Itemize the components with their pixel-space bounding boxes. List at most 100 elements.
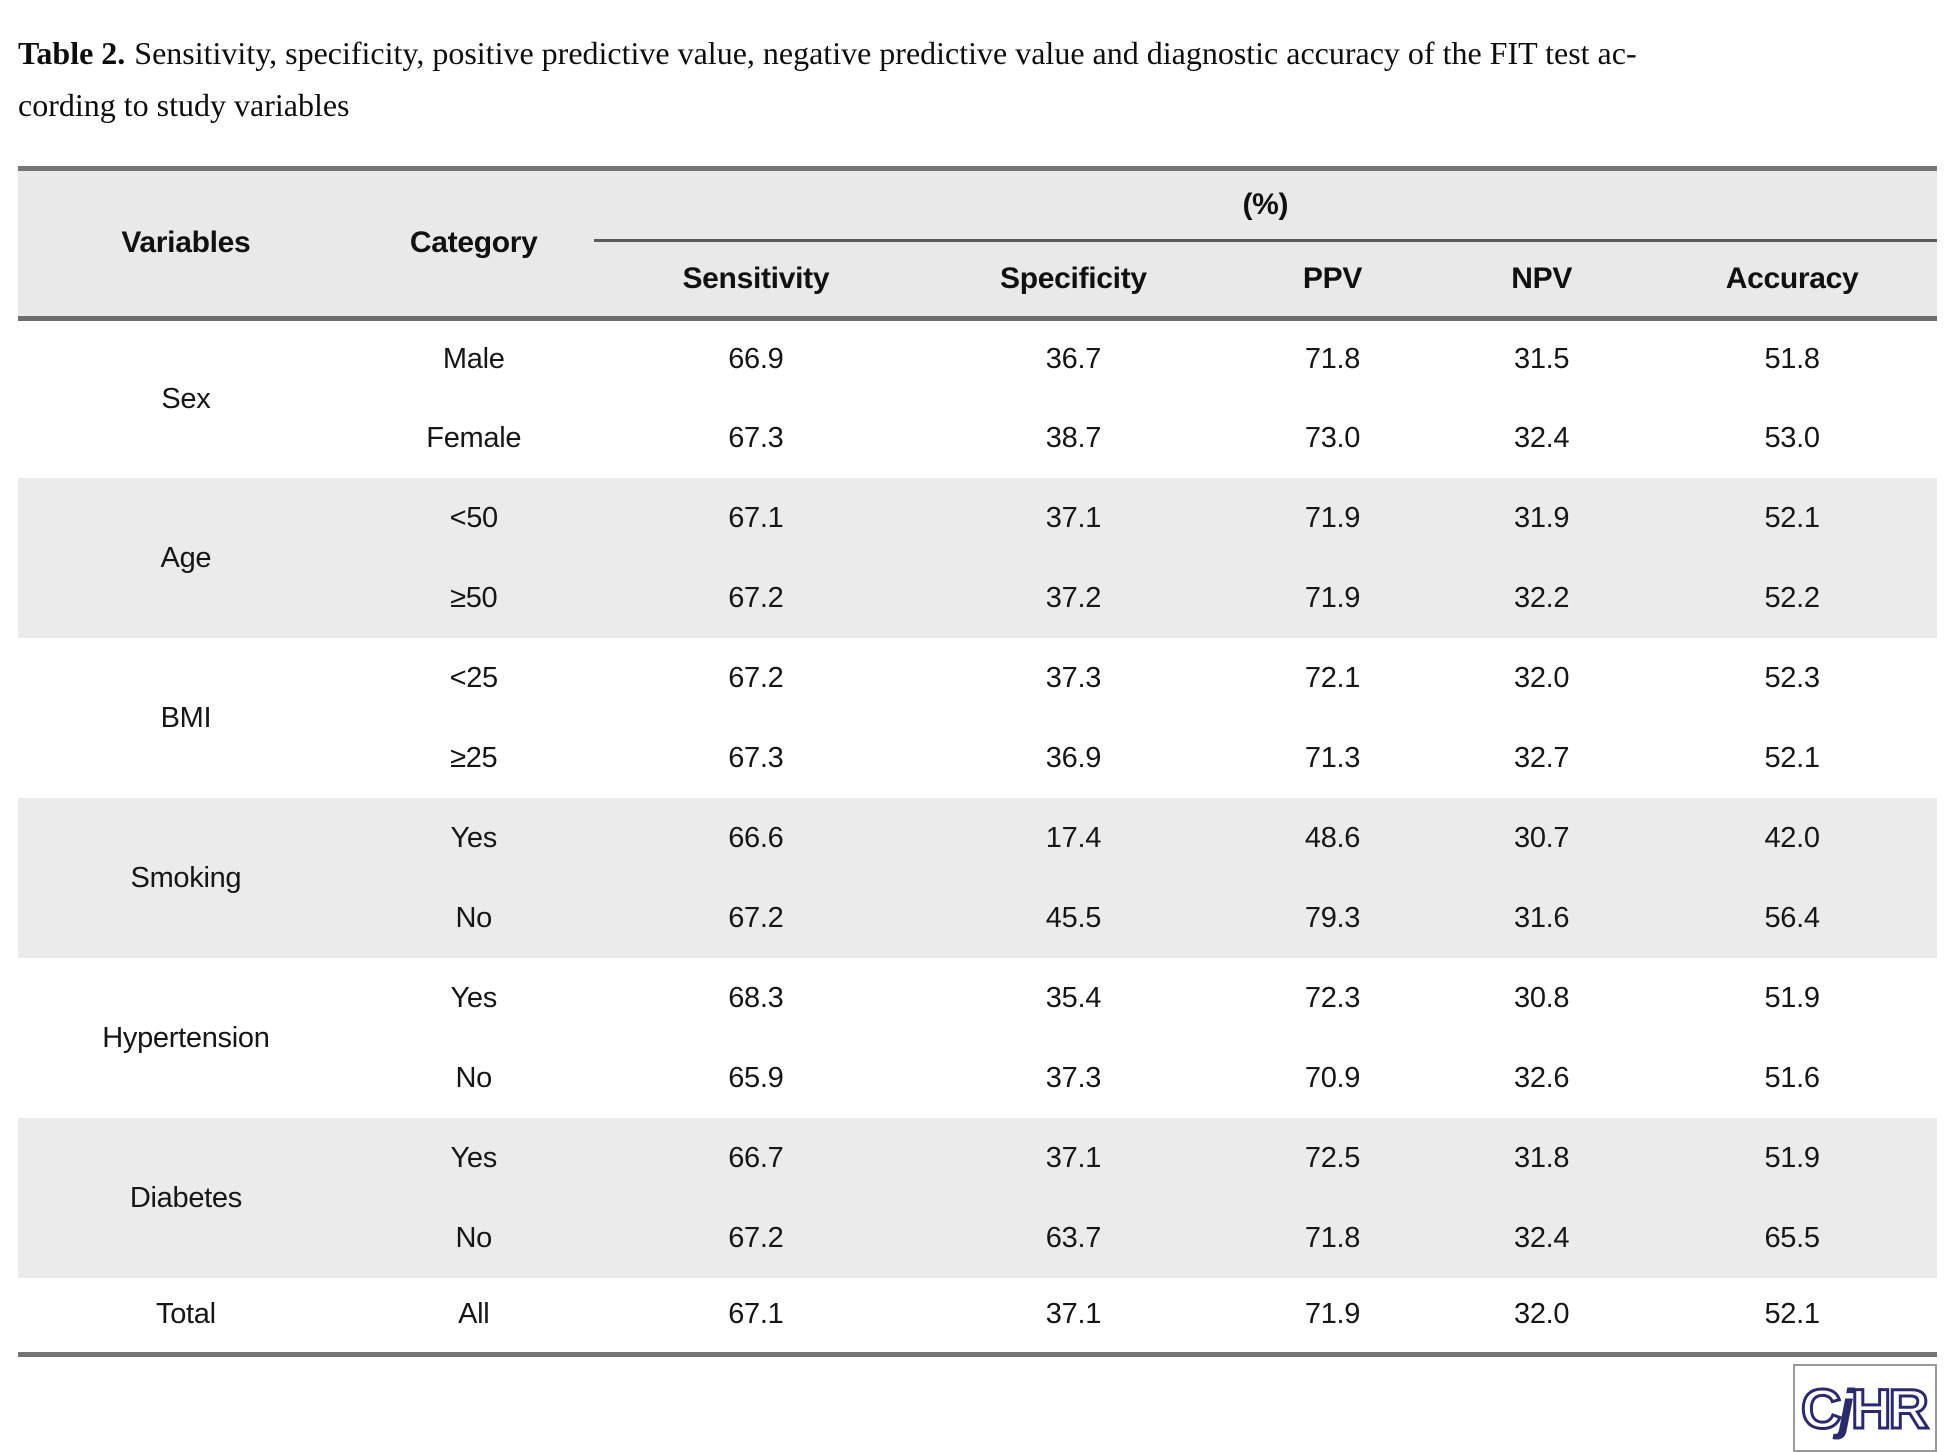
table-row: Sex Male 66.9 36.7 71.8 31.5 51.8 <box>18 318 1937 415</box>
value-cell: 67.2 <box>593 878 918 959</box>
value-cell: 35.4 <box>1045 981 1102 1014</box>
value-cell: 32.2 <box>1436 558 1648 639</box>
category-cell: No <box>455 1061 493 1094</box>
category-cell: Yes <box>353 798 594 879</box>
table-caption: Table 2. Sensitivity, specificity, positi… <box>18 28 1937 132</box>
journal-logo: CjHR <box>1793 1363 1937 1452</box>
value-cell: 72.1 <box>1304 661 1361 694</box>
value-cell: 32.0 <box>1514 1298 1570 1331</box>
caption-label: Table 2. <box>18 35 126 71</box>
table-row: BMI <25 67.2 37.3 72.1 32.0 52.3 <box>18 638 1937 734</box>
value-cell: 31.6 <box>1436 878 1648 959</box>
results-table: Variables Category (%) Sensitivity Speci… <box>18 165 1937 1357</box>
table-row: Hypertension Yes 68.3 35.4 72.3 30.8 51.… <box>18 958 1937 1054</box>
column-header-npv: NPV <box>1436 240 1648 321</box>
header-row-top: Variables Category (%) <box>18 168 1937 321</box>
table-row: ≥25 67.3 36.9 71.3 32.7 52.1 <box>18 718 1937 798</box>
svg-text:CjHR: CjHR <box>1801 1377 1928 1440</box>
value-cell: 37.1 <box>917 478 1229 559</box>
value-cell: 31.5 <box>1514 342 1570 375</box>
value-cell: 71.3 <box>1304 741 1361 774</box>
variable-cell: Smoking <box>18 798 354 959</box>
table-row: Age <50 67.1 37.1 71.9 31.9 52.1 <box>18 478 1937 639</box>
value-cell: 70.9 <box>1304 1061 1361 1094</box>
table-row: No 67.2 63.7 71.8 32.4 65.5 <box>18 1198 1937 1279</box>
column-header-specificity: Specificity <box>917 240 1229 321</box>
value-cell: 66.9 <box>728 342 784 375</box>
variable-cell: Sex <box>161 382 211 415</box>
table-header: Variables Category (%) Sensitivity Speci… <box>18 168 1937 321</box>
value-cell: 30.8 <box>1514 981 1570 1014</box>
value-cell: 37.2 <box>917 558 1229 639</box>
value-cell: 51.9 <box>1647 1118 1937 1199</box>
variable-cell: Total <box>156 1298 216 1331</box>
value-cell: 71.8 <box>1304 342 1361 375</box>
category-cell: No <box>353 878 594 959</box>
value-cell: 67.1 <box>728 1298 784 1331</box>
total-row: Total All 67.1 37.1 71.9 32.0 52.1 <box>18 1278 1937 1354</box>
value-cell: 42.0 <box>1647 798 1937 879</box>
table-row: No 67.2 45.5 79.3 31.6 56.4 <box>18 878 1937 959</box>
footer: CjHR <box>18 1363 1937 1452</box>
variable-cell: Age <box>18 478 354 639</box>
value-cell: 17.4 <box>917 798 1229 879</box>
value-cell: 65.9 <box>728 1061 784 1094</box>
table-row: No 65.9 37.3 70.9 32.6 51.6 <box>18 1038 1937 1118</box>
category-cell: Male <box>442 342 505 375</box>
value-cell: 72.5 <box>1228 1118 1437 1199</box>
value-cell: 63.7 <box>917 1198 1229 1279</box>
header-row-metrics: Sensitivity Specificity PPV NPV Accuracy <box>18 240 1937 321</box>
value-cell: 51.9 <box>1764 981 1820 1014</box>
category-cell: <50 <box>353 478 594 559</box>
variable-cell: BMI <box>160 701 212 734</box>
header-percent-group: (%) <box>593 168 1937 242</box>
column-header-sensitivity: Sensitivity <box>593 240 918 321</box>
value-cell: 67.3 <box>728 741 784 774</box>
value-cell: 67.2 <box>728 661 784 694</box>
caption-line1: Table 2. Sensitivity, specificity, positi… <box>18 35 1637 71</box>
value-cell: 52.1 <box>1764 741 1820 774</box>
category-cell: ≥50 <box>353 558 594 639</box>
value-cell: 30.7 <box>1436 798 1648 879</box>
value-cell: 32.7 <box>1514 741 1570 774</box>
value-cell: 79.3 <box>1228 878 1437 959</box>
value-cell: 72.3 <box>1304 981 1361 1014</box>
category-cell: Yes <box>450 981 498 1014</box>
logo-letter-r: R <box>1888 1377 1928 1440</box>
value-cell: 36.7 <box>1045 342 1102 375</box>
column-header-accuracy: Accuracy <box>1647 240 1937 321</box>
group-hypertension: Hypertension Yes 68.3 35.4 72.3 30.8 51.… <box>18 958 1937 1118</box>
column-header-ppv: PPV <box>1228 240 1437 321</box>
value-cell: 52.1 <box>1764 1298 1820 1331</box>
value-cell: 38.7 <box>1045 421 1102 454</box>
value-cell: 67.1 <box>593 478 918 559</box>
logo-letter-h: H <box>1851 1377 1888 1440</box>
value-cell: 67.3 <box>728 421 784 454</box>
cjhr-logo-icon: CjHR <box>1800 1375 1933 1441</box>
value-cell: 52.1 <box>1647 478 1937 559</box>
table-row: ≥50 67.2 37.2 71.9 32.2 52.2 <box>18 558 1937 639</box>
value-cell: 71.8 <box>1228 1198 1437 1279</box>
value-cell: 37.1 <box>917 1118 1229 1199</box>
value-cell: 32.0 <box>1514 661 1570 694</box>
table-row: Smoking Yes 66.6 17.4 48.6 30.7 42.0 <box>18 798 1937 959</box>
value-cell: 37.3 <box>1045 661 1102 694</box>
value-cell: 65.5 <box>1647 1198 1937 1279</box>
value-cell: 71.9 <box>1228 558 1437 639</box>
logo-letter-c: C <box>1801 1377 1840 1440</box>
value-cell: 51.6 <box>1764 1061 1820 1094</box>
value-cell: 66.7 <box>593 1118 918 1199</box>
table-row: Female 67.3 38.7 73.0 32.4 53.0 <box>18 398 1937 478</box>
value-cell: 31.8 <box>1436 1118 1648 1199</box>
group-age: Age <50 67.1 37.1 71.9 31.9 52.1 ≥50 67.… <box>18 478 1937 639</box>
value-cell: 52.3 <box>1764 661 1820 694</box>
value-cell: 67.2 <box>593 1198 918 1279</box>
value-cell: 36.9 <box>1045 741 1102 774</box>
category-cell: No <box>353 1198 594 1279</box>
category-cell: Female <box>426 421 522 454</box>
variable-cell: Hypertension <box>102 1021 270 1054</box>
value-cell: 52.2 <box>1647 558 1937 639</box>
group-sex: Sex Male 66.9 36.7 71.8 31.5 51.8 Female… <box>18 318 1937 478</box>
value-cell: 68.3 <box>728 981 784 1014</box>
